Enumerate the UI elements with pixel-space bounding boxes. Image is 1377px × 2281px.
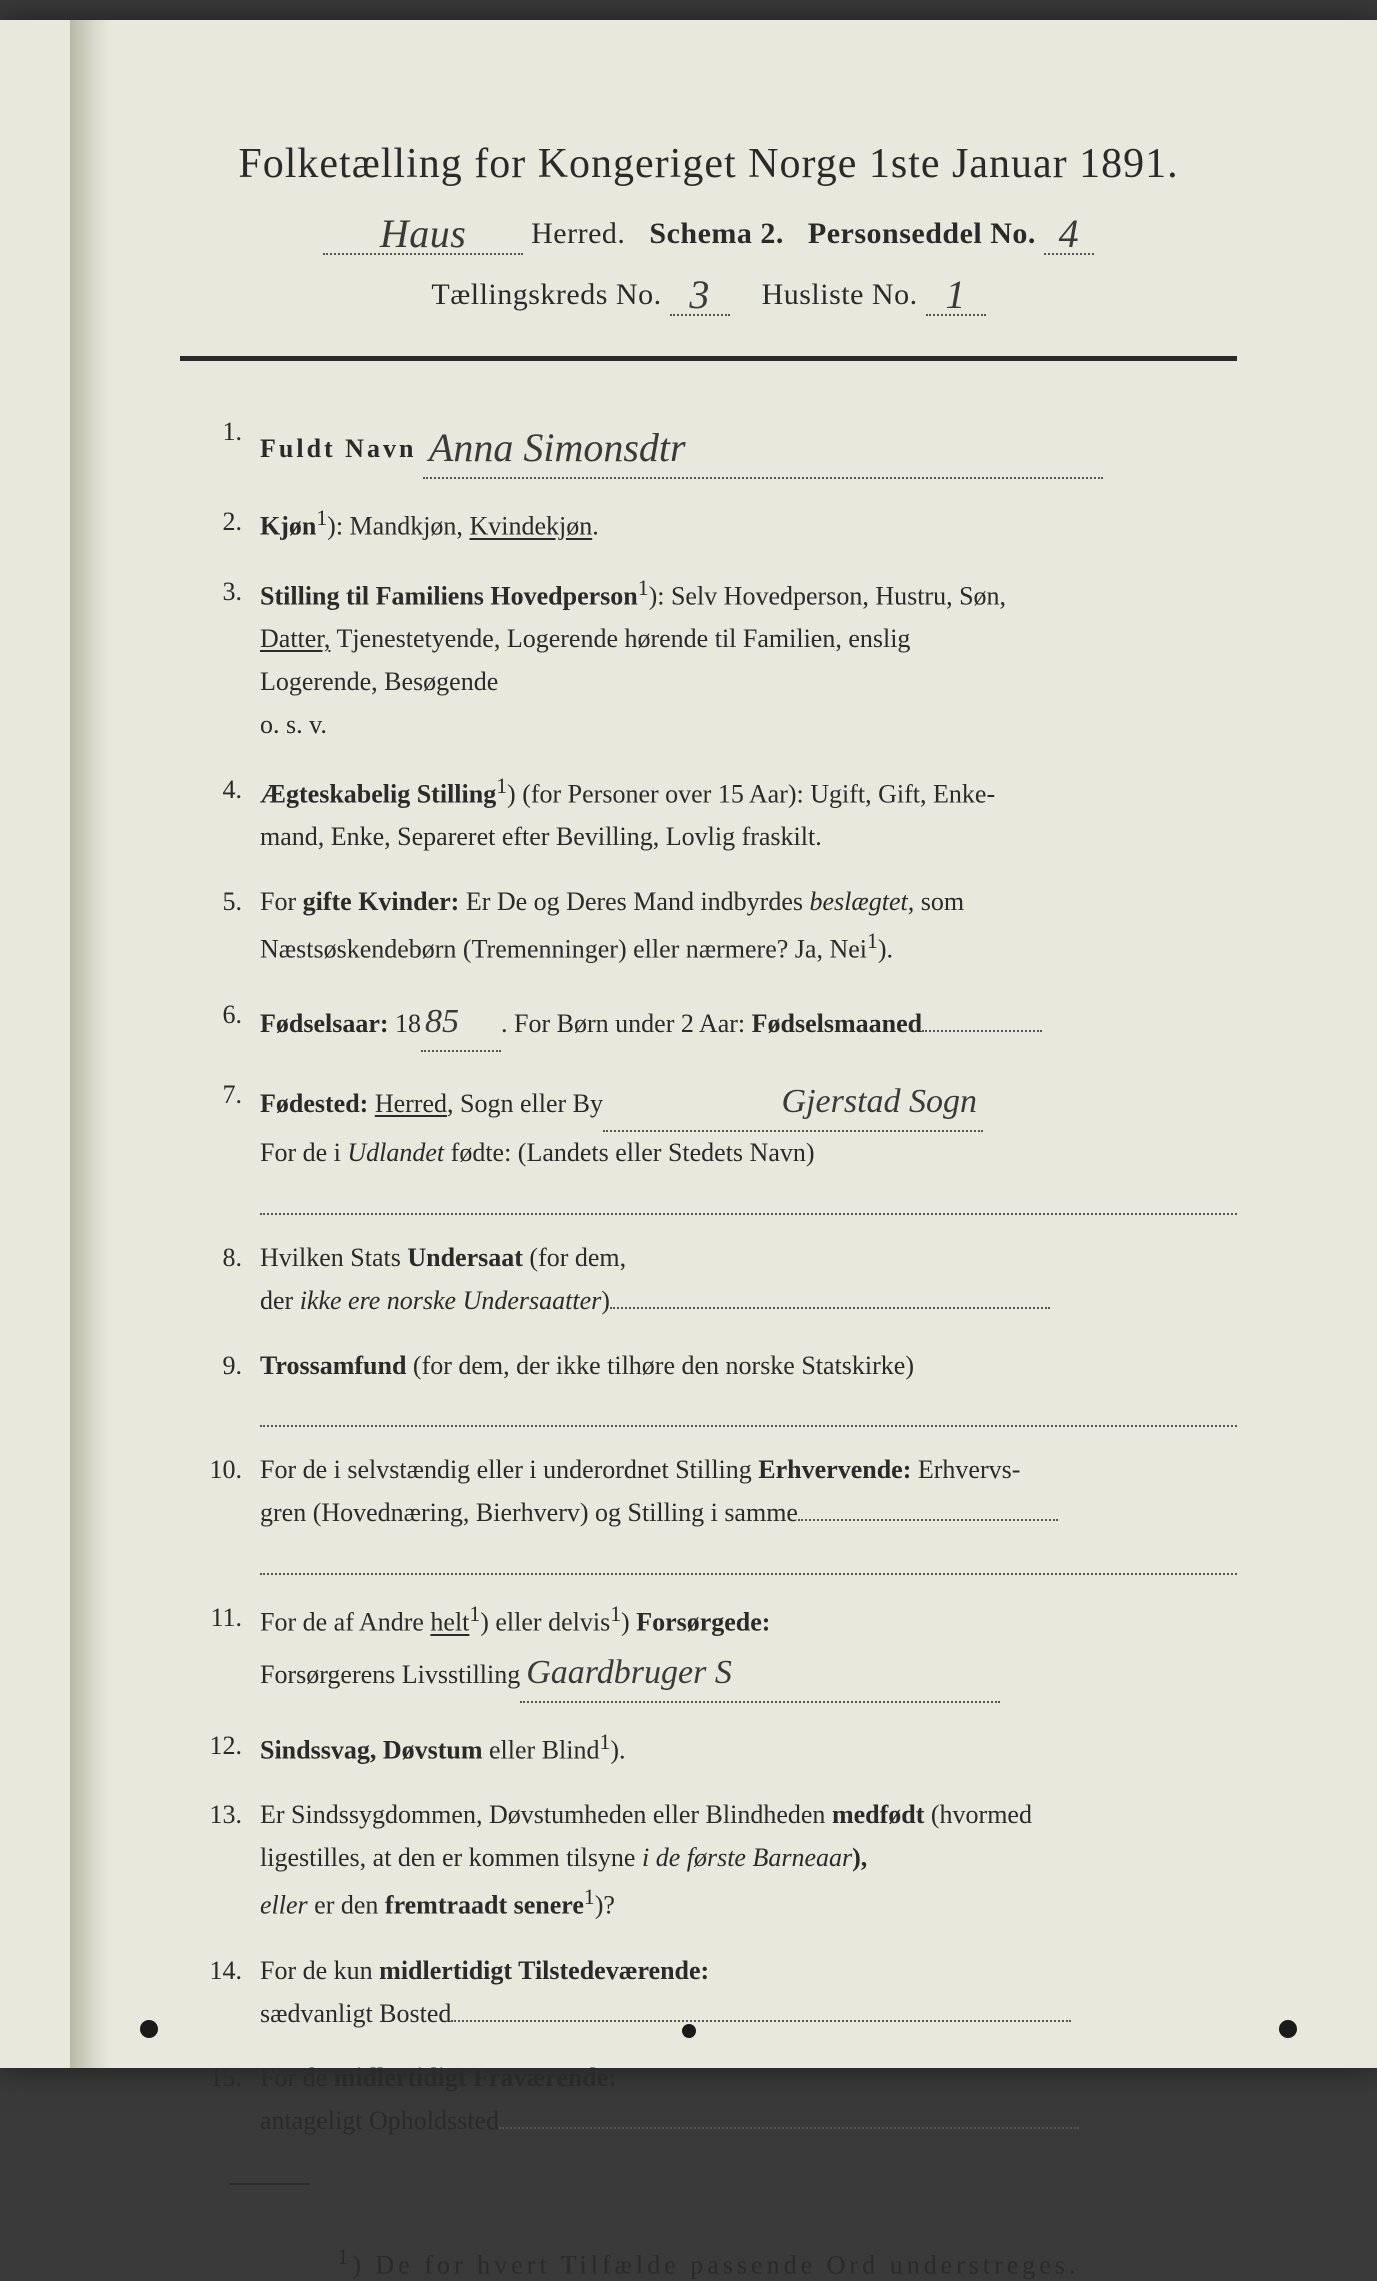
row-num: 9. (200, 1345, 260, 1428)
row-num: 12. (200, 1725, 260, 1773)
aegteskab-label: Ægteskabelig Stilling (260, 779, 496, 808)
form-title: Folketælling for Kongeriget Norge 1ste J… (180, 140, 1237, 188)
row-12: 12. Sindssvag, Døvstum eller Blind1). (200, 1725, 1237, 1773)
kreds-label: Tællingskreds No. (431, 278, 661, 311)
herred-label: Herred. (531, 217, 625, 250)
footnote-rule (230, 2183, 310, 2185)
form-header: Folketælling for Kongeriget Norge 1ste J… (180, 140, 1237, 316)
row-4: 4. Ægteskabelig Stilling1) (for Personer… (200, 769, 1237, 859)
row-2: 2. Kjøn1): Mandkjøn, Kvindekjøn. (200, 501, 1237, 549)
fodested-value: Gjerstad Sogn (782, 1083, 978, 1120)
forsorgede-label: Forsørgede: (636, 1608, 770, 1637)
row-num: 5. (200, 881, 260, 971)
person-no: 4 (1059, 211, 1080, 256)
row-9: 9. Trossamfund (for dem, der ikke tilhør… (200, 1345, 1237, 1428)
schema-label: Schema 2. (649, 217, 784, 250)
row-1: 1. Fuldt Navn Anna Simonsdtr (200, 411, 1237, 479)
header-rule (180, 356, 1237, 361)
husliste-label: Husliste No. (762, 278, 918, 311)
fodselsmaaned-label: Fødselsmaaned (752, 1009, 922, 1038)
row-num: 11. (200, 1597, 260, 1703)
herred-underlined: Herred (375, 1089, 447, 1118)
kjon-label: Kjøn (260, 512, 316, 541)
row-num: 2. (200, 501, 260, 549)
row-14: 14. For de kun midlertidigt Tilstedevære… (200, 1950, 1237, 2036)
row-13: 13. Er Sindssygdommen, Døvstumheden elle… (200, 1794, 1237, 1927)
year-value: 85 (425, 1003, 459, 1040)
forsorger-value: Gaardbruger S (526, 1654, 732, 1691)
row-num: 7. (200, 1074, 260, 1215)
row-num: 8. (200, 1237, 260, 1323)
tilstedevaerende-label: midlertidigt Tilstedeværende: (379, 1956, 709, 1985)
row-8: 8. Hvilken Stats Undersaat (for dem, der… (200, 1237, 1237, 1323)
datter: Datter, (260, 624, 330, 653)
kreds-line: Tællingskreds No. 3 Husliste No. 1 (180, 267, 1237, 316)
row-num: 15. (200, 2057, 260, 2143)
stilling-label: Stilling til Familiens Hovedperson (260, 581, 638, 610)
fodselsaar-label: Fødselsaar: (260, 1009, 389, 1038)
erhvervende-label: Erhvervende: (758, 1455, 911, 1484)
trossamfund-label: Trossamfund (260, 1351, 406, 1380)
personseddel-label: Personseddel No. (808, 217, 1036, 250)
footnote: 1) De for hvert Tilfælde passende Ord un… (180, 2245, 1237, 2281)
row-3: 3. Stilling til Familiens Hovedperson1):… (200, 571, 1237, 747)
gifte-label: gifte Kvinder: (303, 887, 460, 916)
kvindekjon: Kvindekjøn (469, 512, 592, 541)
form-body: 1. Fuldt Navn Anna Simonsdtr 2. Kjøn1): … (180, 411, 1237, 2143)
row-10: 10. For de i selvstændig eller i underor… (200, 1449, 1237, 1575)
row-num: 13. (200, 1794, 260, 1927)
row-num: 1. (200, 411, 260, 479)
kreds-no: 3 (689, 272, 710, 317)
fodested-label: Fødested: (260, 1089, 368, 1118)
row-num: 14. (200, 1950, 260, 2036)
hole-punch-icon (140, 2020, 158, 2038)
row-num: 3. (200, 571, 260, 747)
row-num: 6. (200, 994, 260, 1052)
row-num: 10. (200, 1449, 260, 1575)
name-value: Anna Simonsdtr (429, 425, 686, 470)
row-6: 6. Fødselsaar: 1885. For Børn under 2 Aa… (200, 994, 1237, 1052)
sindssvag-label: Sindssvag, Døvstum (260, 1735, 483, 1764)
herred-line: Haus Herred. Schema 2. Personseddel No. … (180, 206, 1237, 255)
row-num: 4. (200, 769, 260, 859)
fuldt-navn-label: Fuldt Navn (260, 434, 416, 463)
row-11: 11. For de af Andre helt1) eller delvis1… (200, 1597, 1237, 1703)
husliste-no: 1 (945, 272, 966, 317)
census-form-page: Folketælling for Kongeriget Norge 1ste J… (0, 20, 1377, 2068)
row-15: 15. For de midlertidigt Fraværende: anta… (200, 2057, 1237, 2143)
hole-punch-icon (682, 2024, 696, 2038)
undersaat-label: Undersaat (407, 1243, 523, 1272)
herred-value: Haus (380, 211, 466, 256)
row-7: 7. Fødested: Herred, Sogn eller ByGjerst… (200, 1074, 1237, 1215)
hole-punch-icon (1279, 2020, 1297, 2038)
row-5: 5. For gifte Kvinder: Er De og Deres Man… (200, 881, 1237, 971)
fravaerende-label: midlertidigt Fraværende: (334, 2063, 617, 2092)
